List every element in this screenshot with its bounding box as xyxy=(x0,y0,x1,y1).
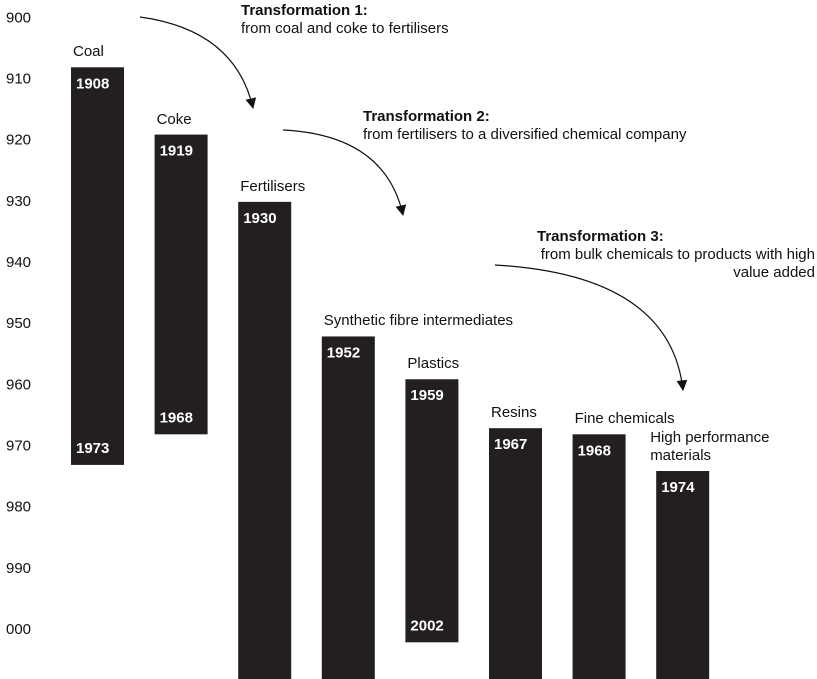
category-label: Plastics xyxy=(407,355,460,373)
bar xyxy=(572,434,626,679)
category-label: High performance materials xyxy=(650,429,770,465)
bar xyxy=(71,67,124,465)
annotation-title: Transformation 2: xyxy=(363,108,490,125)
y-tick-label: 930 xyxy=(6,193,31,210)
y-tick-label: 910 xyxy=(6,70,31,87)
y-tick-label: 000 xyxy=(6,621,31,638)
bar xyxy=(154,134,208,435)
bar-end-label: 2002 xyxy=(410,617,443,634)
bar xyxy=(405,379,459,643)
bar xyxy=(321,336,375,679)
annotation: Transformation 2: from fertilisers to a … xyxy=(363,108,686,144)
y-tick-label: 920 xyxy=(6,132,31,149)
category-label: Synthetic fibre intermediates xyxy=(323,312,514,330)
bar-start-label: 1974 xyxy=(661,479,695,496)
bar-start-label: 1908 xyxy=(76,75,109,92)
y-tick-label: 970 xyxy=(6,438,31,455)
bar-end-label: 1968 xyxy=(160,409,193,426)
annotation-text: from bulk chemicals to products with hig… xyxy=(540,246,815,281)
annotation: Transformation 3: from bulk chemicals to… xyxy=(537,228,815,282)
arrow xyxy=(139,16,257,110)
arrow xyxy=(282,129,407,217)
annotation-text: from fertilisers to a diversified chemic… xyxy=(363,126,687,143)
annotation-text: from coal and coke to fertilisers xyxy=(241,20,449,37)
annotation-title: Transformation 1: xyxy=(241,2,368,19)
bar-start-label: 1930 xyxy=(243,210,276,227)
annotation: Transformation 1: from coal and coke to … xyxy=(241,2,449,38)
category-label: Fertilisers xyxy=(240,177,306,195)
y-tick-label: 990 xyxy=(6,560,31,577)
bar-start-label: 1952 xyxy=(327,344,360,361)
y-tick-label: 940 xyxy=(6,254,31,271)
category-label: Fine chemicals xyxy=(574,410,675,428)
category-label: Resins xyxy=(491,404,537,422)
bar xyxy=(656,471,710,679)
bar xyxy=(489,428,542,679)
category-label: Coke xyxy=(156,110,192,128)
y-tick-label: 900 xyxy=(6,9,31,26)
arrow xyxy=(494,264,688,392)
bar-end-label: 1973 xyxy=(76,440,109,457)
y-tick-label: 960 xyxy=(6,376,31,393)
category-label: Coal xyxy=(73,43,104,61)
y-tick-label: 980 xyxy=(6,499,31,516)
bar-start-label: 1968 xyxy=(578,442,611,459)
annotation-title: Transformation 3: xyxy=(537,228,664,245)
bar xyxy=(238,201,292,679)
bar-start-label: 1967 xyxy=(494,436,527,453)
y-tick-label: 950 xyxy=(6,315,31,332)
bar-start-label: 1919 xyxy=(160,143,193,160)
bar-start-label: 1959 xyxy=(410,387,443,404)
